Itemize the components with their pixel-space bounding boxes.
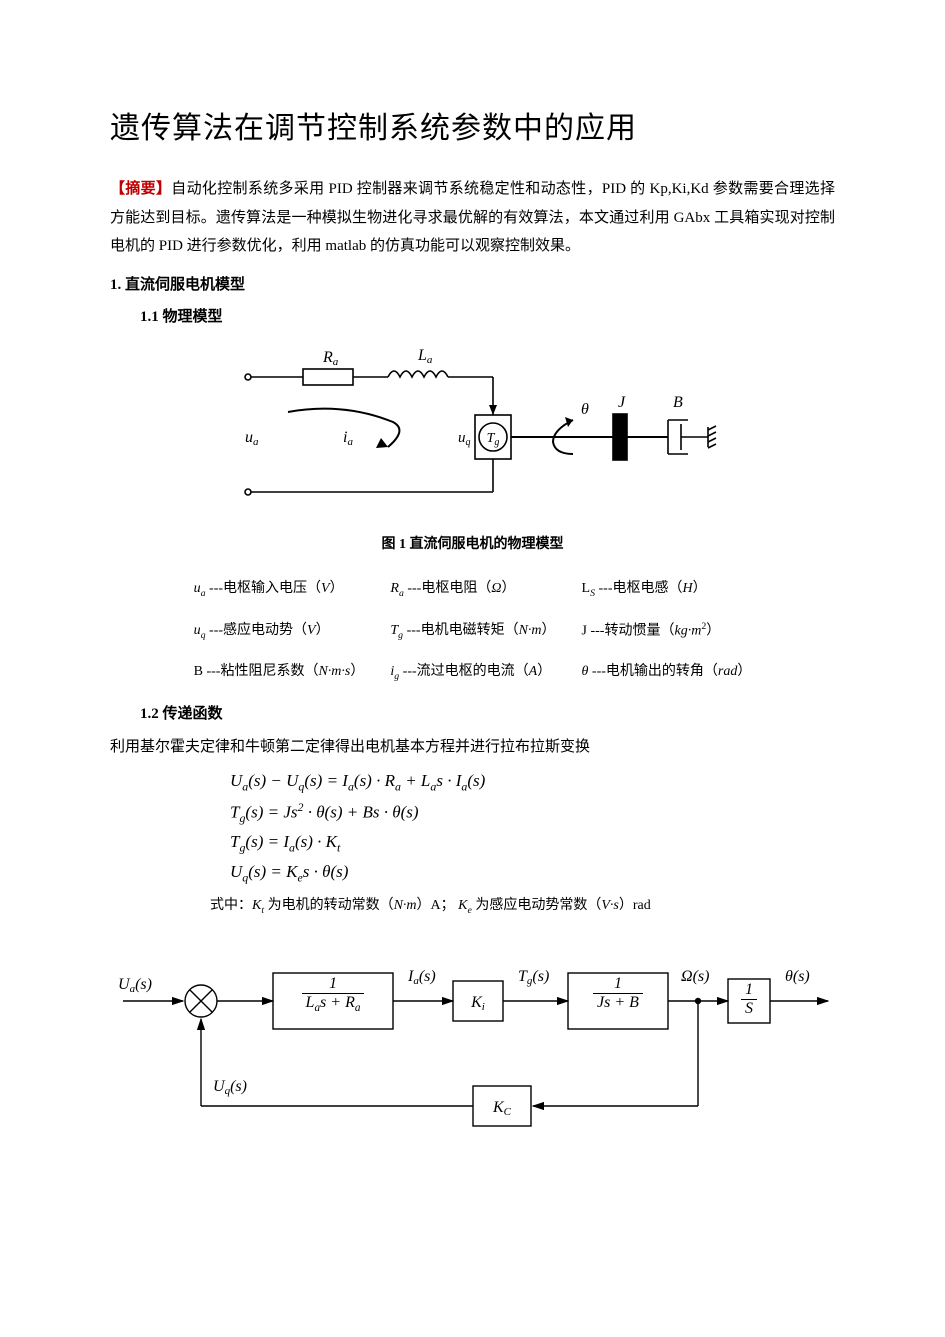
symbol-cell: ua ---电枢输入电压（V） [182, 570, 377, 609]
symbol-definitions-table: ua ---电枢输入电压（V）Ra ---电枢电阻（Ω）LS ---电枢电感（H… [180, 568, 766, 694]
symbol-cell: J ---转动惯量（kg·m2） [570, 612, 764, 651]
svg-text:ia: ia [343, 429, 353, 448]
symbol-cell: LS ---电枢电感（H） [570, 570, 764, 609]
symbol-row: uq ---感应电动势（V）Tg ---电机电磁转矩（N·m）J ---转动惯量… [182, 612, 764, 651]
section-1-2-heading: 1.2 传递函数 [140, 700, 835, 729]
symbol-cell: θ ---电机输出的转角（rad） [570, 653, 764, 692]
figure-2-block-diagram: Ua(s) 1Las + Ra Ia(s) Ki Tg(s) 1Js + B [113, 941, 833, 1151]
svg-text:La: La [417, 347, 433, 366]
svg-text:Ω(s): Ω(s) [681, 968, 709, 985]
svg-text:Ki: Ki [470, 994, 485, 1013]
svg-text:J: J [618, 394, 626, 411]
abstract-label: 【摘要】 [110, 181, 171, 197]
equation-2: Tg(s) = Js2 · θ(s) + Bs · θ(s) [230, 797, 835, 828]
symbol-row: B ---粘性阻尼系数（N·m·s）ig ---流过电枢的电流（A）θ ---电… [182, 653, 764, 692]
symbol-cell: ig ---流过电枢的电流（A） [378, 653, 567, 692]
symbol-cell: uq ---感应电动势（V） [182, 612, 377, 651]
abstract-text: 自动化控制系统多采用 PID 控制器来调节系统稳定性和动态性，PID 的 Kp,… [110, 181, 835, 254]
svg-text:θ(s): θ(s) [785, 968, 810, 985]
figure-1-caption: 图 1 直流伺服电机的物理模型 [110, 532, 835, 559]
section-1-1-heading: 1.1 物理模型 [140, 303, 835, 332]
svg-text:θ: θ [581, 401, 589, 418]
svg-text:Ra: Ra [322, 349, 339, 368]
equation-1: Ua(s) − Uq(s) = Ia(s) · Ra + Las · Ia(s) [230, 767, 835, 797]
symbol-row: ua ---电枢输入电压（V）Ra ---电枢电阻（Ω）LS ---电枢电感（H… [182, 570, 764, 609]
symbol-cell: Ra ---电枢电阻（Ω） [378, 570, 567, 609]
svg-text:B: B [673, 394, 683, 411]
svg-text:Ua(s): Ua(s) [118, 976, 152, 995]
page-title: 遗传算法在调节控制系统参数中的应用 [110, 100, 835, 157]
transfer-function-intro: 利用基尔霍夫定律和牛顿第二定律得出电机基本方程并进行拉布拉斯变换 [110, 733, 835, 762]
equation-4: Uq(s) = Kes · θ(s) [230, 858, 835, 888]
svg-text:Tg(s): Tg(s) [518, 968, 549, 987]
svg-text:uq: uq [458, 430, 471, 448]
symbol-cell: B ---粘性阻尼系数（N·m·s） [182, 653, 377, 692]
svg-text:KC: KC [491, 1099, 511, 1118]
section-1-heading: 1. 直流伺服电机模型 [110, 271, 835, 300]
symbol-cell: Tg ---电机电磁转矩（N·m） [378, 612, 567, 651]
abstract-paragraph: 【摘要】自动化控制系统多采用 PID 控制器来调节系统稳定性和动态性，PID 的… [110, 175, 835, 261]
svg-text:Uq(s): Uq(s) [213, 1078, 247, 1097]
equation-notes: 式中：Kt 为电机的转动常数（N·m）A； Ke 为感应电动势常数（V·s）ra… [210, 893, 835, 920]
figure-1-circuit-diagram: Ra La Tg uq ua ia θ J [213, 342, 733, 522]
svg-text:ua: ua [245, 429, 259, 448]
equation-block: Ua(s) − Uq(s) = Ia(s) · Ra + Las · Ia(s)… [230, 767, 835, 887]
equation-3: Tg(s) = Ia(s) · Kt [230, 828, 835, 858]
svg-text:Ia(s): Ia(s) [407, 968, 436, 987]
svg-text:Tg: Tg [486, 431, 499, 448]
